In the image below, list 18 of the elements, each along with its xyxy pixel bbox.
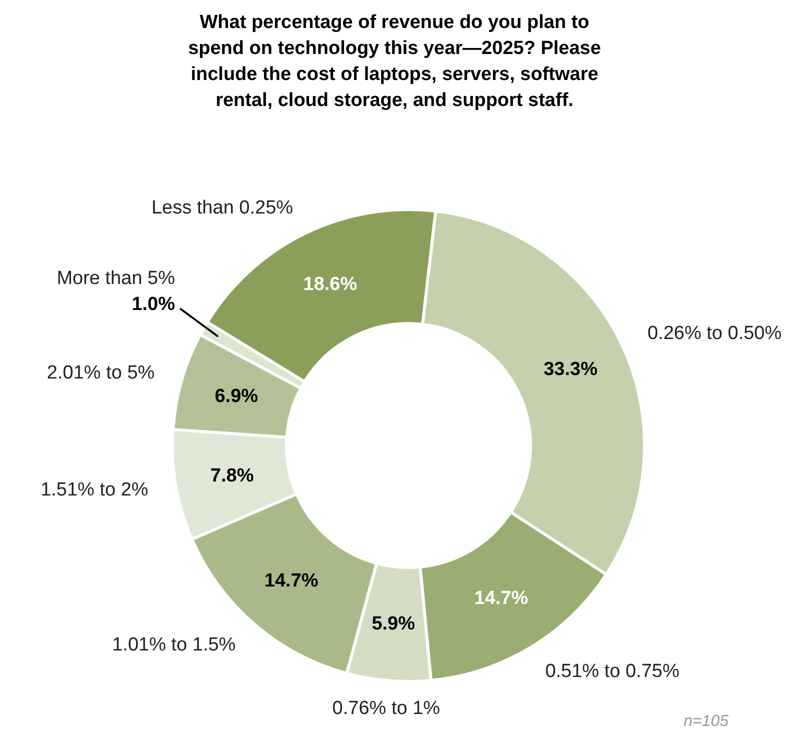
- slice-label: 1.01% to 1.5%: [112, 634, 236, 656]
- data-label: 1.0%: [132, 294, 176, 315]
- slice-label: More than 5%: [56, 268, 176, 289]
- data-label: 5.9%: [372, 613, 416, 634]
- data-label: 18.6%: [303, 274, 358, 296]
- data-label: 6.9%: [214, 386, 258, 407]
- data-label: 14.7%: [474, 588, 528, 610]
- data-label: 33.3%: [544, 358, 598, 380]
- data-label: 14.7%: [264, 570, 318, 592]
- slice-label: 0.76% to 1%: [332, 698, 440, 720]
- chart-title: What percentage of revenue do you plan to spend on technology this year—2025? Please include the cost of laptops, servers, software rental, cloud storage, and support staff.: [188, 12, 601, 111]
- slice-label: 0.51% to 0.75%: [545, 660, 680, 682]
- slice-label: 0.26% to 0.50%: [647, 322, 782, 344]
- slice-label: Less than 0.25%: [151, 198, 294, 219]
- slice-label: 1.51% to 2%: [40, 480, 148, 501]
- text: n=105: [684, 713, 729, 730]
- slice-label: 2.01% to 5%: [46, 362, 155, 384]
- data-label: 7.8%: [210, 465, 254, 486]
